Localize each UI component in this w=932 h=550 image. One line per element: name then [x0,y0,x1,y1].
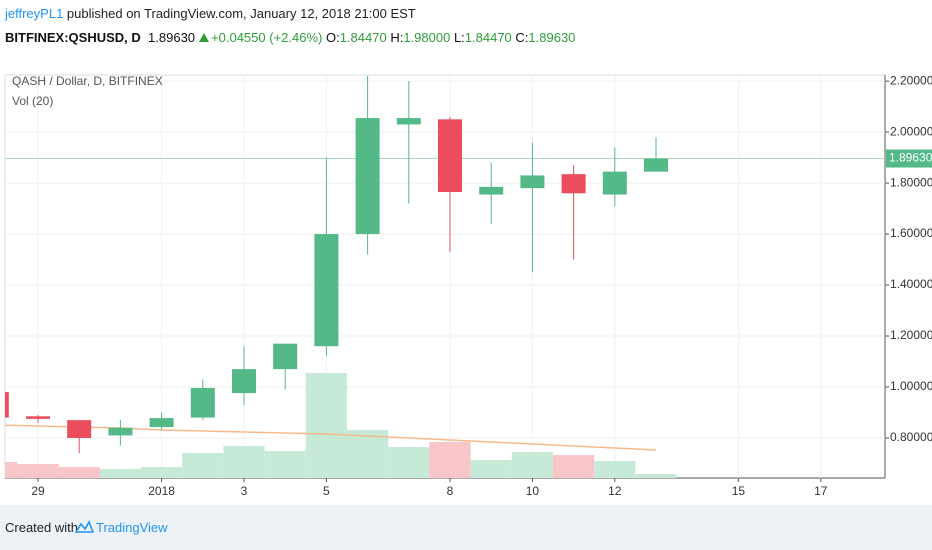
candle-body [644,158,668,172]
candle-body [273,343,298,370]
volume-bar [305,373,347,478]
volume-bar [388,447,430,478]
volume-bar [58,467,100,478]
x-tick-label: 15 [732,484,746,498]
up-icon [199,33,210,42]
y-tick-label: 1.40000 [890,277,932,291]
y-tick-label: 0.80000 [890,430,932,444]
candle-body [520,175,545,189]
symbol: BITFINEX:QSHUSD, D [5,30,141,45]
publish-line: jeffreyPL1 published on TradingView.com,… [5,6,416,21]
candle-body [479,186,504,195]
x-tick-label: 5 [323,484,330,498]
legend-line: BITFINEX:QSHUSD, D 1.89630 +0.04550 (+2.4… [5,30,575,45]
candle-body [108,427,133,436]
open-label: O: [325,30,340,45]
last-price-box [886,149,932,168]
created-with: Created with [5,520,78,535]
y-tick-label: 2.00000 [890,124,932,138]
candle-body [438,119,462,192]
volume-bar [5,462,18,478]
brand[interactable]: TradingView [96,520,168,535]
last-price-label: 1.89630 [889,151,932,165]
candle-body [561,174,586,194]
candle-body [26,416,50,419]
low-label: L: [453,30,465,45]
x-tick-label: 29 [31,484,45,498]
x-tick-label: 2018 [148,484,175,498]
y-tick-label: 1.60000 [890,226,932,240]
volume-bar [182,453,224,478]
y-tick-label: 1.20000 [890,328,932,342]
candle-body [602,171,627,195]
logo [74,520,94,533]
low: 1.84470 [464,30,512,45]
volume-bar [635,474,677,478]
volume-bar [553,455,595,478]
volume-bar [223,446,265,478]
close-label: C: [515,30,529,45]
volume-bar [470,460,512,478]
candle-body [190,388,215,418]
volume-bar [264,451,306,478]
chart-title: QASH / Dollar, D, BITFINEX [12,74,163,88]
footer: Created with TradingView [0,505,932,550]
x-tick-label: 3 [241,484,248,498]
open: 1.84470 [339,30,387,45]
y-tick-label: 1.00000 [890,379,932,393]
high: 1.98000 [403,30,451,45]
candle-body [355,118,380,235]
volume-bar [511,452,553,478]
volume-ma-line [5,424,657,451]
x-tick-label: 8 [447,484,454,498]
change: +0.04550 (+2.46%) [211,30,323,45]
y-tick-label: 2.20000 [890,73,932,87]
high-label: H: [390,30,404,45]
x-tick-label: 10 [526,484,540,498]
candle-body [149,418,174,428]
volume-bar [429,442,471,478]
volume-bar [347,430,389,478]
volume-title: Vol (20) [12,94,53,108]
author[interactable]: jeffreyPL1 [5,6,64,21]
candle-body [314,234,339,347]
volume-bar [141,467,183,478]
last: 1.89630 [148,30,196,45]
chart: 0.80000 1.00000 1.20000 1.40000 1.60000 1.800… [4,73,932,498]
close: 1.89630 [528,30,576,45]
x-tick-label: 12 [608,484,622,498]
published: published on TradingView.com, January 12… [66,6,416,21]
candle-body [67,420,92,438]
volume-bar [99,469,141,478]
candle-body [232,369,256,394]
y-tick-label: 1.80000 [890,175,932,189]
x-tick-label: 17 [814,484,828,498]
candle-body [396,118,421,125]
volume-bar [594,461,636,478]
candle-body [5,392,9,418]
volume-bar [17,464,59,478]
